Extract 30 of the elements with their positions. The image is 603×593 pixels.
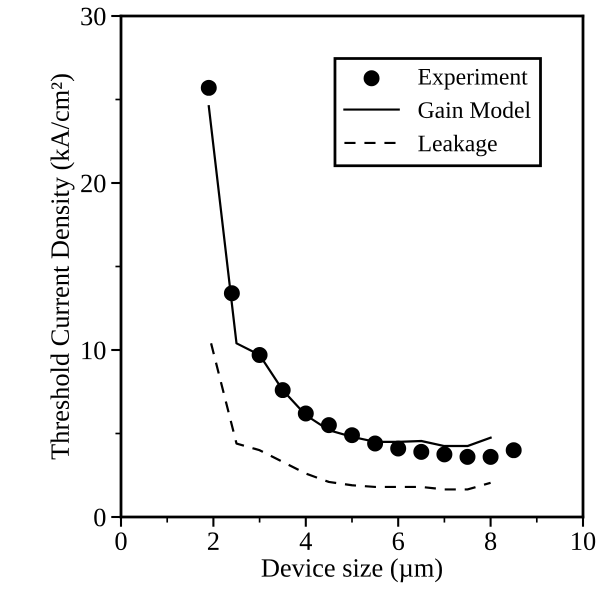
x-tick-label: 10 xyxy=(572,532,596,550)
point xyxy=(274,382,291,398)
legend-label: Leakage xyxy=(418,134,497,156)
x-axis-title: Device size (µm) xyxy=(262,558,442,582)
point xyxy=(344,427,360,444)
legend-label: Experiment xyxy=(418,68,528,90)
point xyxy=(224,285,240,302)
x-tick-label: 0 xyxy=(115,532,127,550)
x-tick-label: 4 xyxy=(300,532,312,550)
point xyxy=(367,436,384,452)
x-tick-label: 8 xyxy=(485,532,496,550)
y-tick-label: 10 xyxy=(82,342,106,360)
y-axis-title: Threshold Current Density (kA/cm²) xyxy=(50,74,74,460)
y-tick-label: 0 xyxy=(94,508,106,526)
point xyxy=(252,347,268,363)
y-tick-label: 20 xyxy=(81,174,106,192)
line-series xyxy=(210,342,492,491)
y-tick-label: 30 xyxy=(81,8,106,26)
point xyxy=(298,405,314,422)
point xyxy=(320,417,337,434)
point xyxy=(413,444,430,460)
point xyxy=(482,448,499,465)
point xyxy=(390,440,406,457)
x-tick-label: 2 xyxy=(208,532,219,550)
point xyxy=(436,446,452,462)
legend-label: Gain Model xyxy=(418,101,531,118)
x-tick-label: 6 xyxy=(392,532,404,550)
point xyxy=(460,448,476,465)
point xyxy=(506,442,522,458)
point xyxy=(200,80,217,96)
